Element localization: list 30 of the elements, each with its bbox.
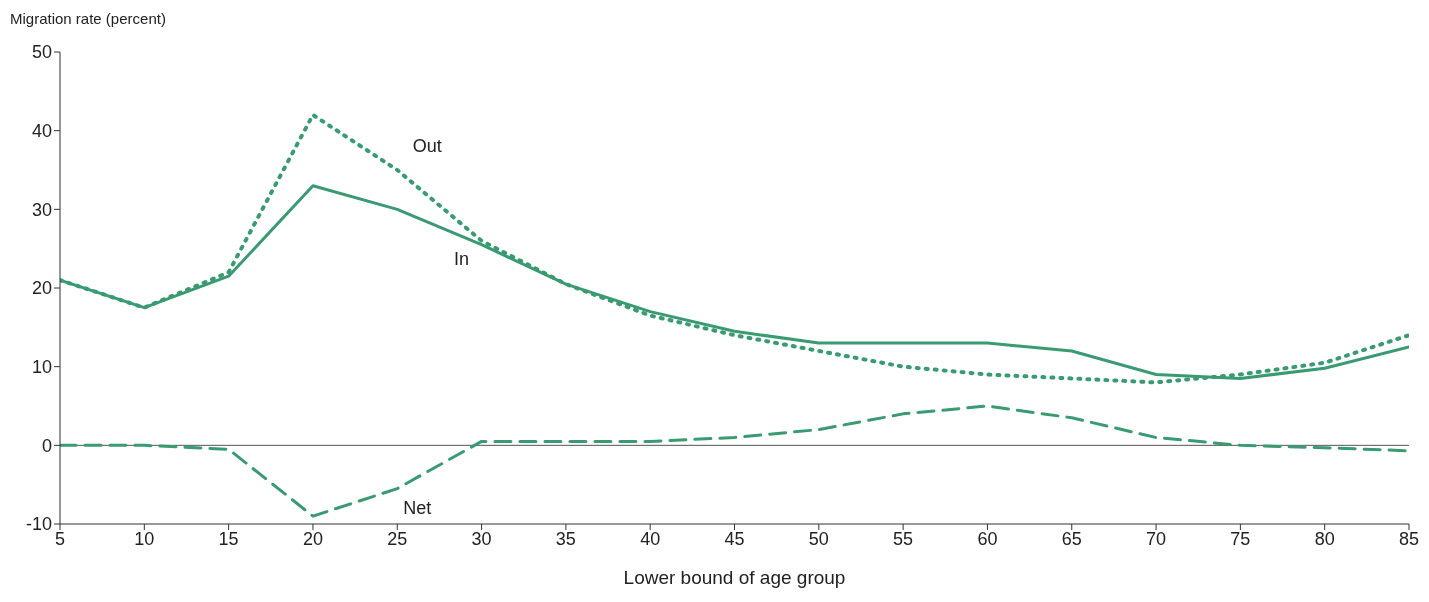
- y-axis-title: Migration rate (percent): [10, 10, 166, 27]
- x-tick-label: 60: [977, 528, 998, 549]
- y-tick-label: 50: [31, 42, 52, 63]
- x-tick-label: 20: [302, 528, 323, 549]
- x-tick-label: 65: [1061, 528, 1082, 549]
- y-tick-label: 0: [41, 435, 52, 456]
- x-tick-label: 55: [893, 528, 914, 549]
- line-series: [60, 404, 1409, 518]
- series-label: Out: [412, 136, 442, 156]
- x-tick-label: 15: [218, 528, 239, 549]
- x-tick-label: 25: [387, 528, 408, 549]
- y-tick-label: -10: [25, 514, 52, 535]
- x-tick-label: 45: [724, 528, 745, 549]
- x-tick-label: 85: [1398, 528, 1420, 549]
- x-tick-label: 35: [555, 528, 576, 549]
- y-tick-label: 20: [31, 278, 52, 299]
- x-axis-title: Lower bound of age group: [623, 567, 846, 588]
- x-tick-label: 75: [1230, 528, 1251, 549]
- x-tick-label: 5: [54, 528, 66, 549]
- x-tick-label: 80: [1314, 528, 1335, 549]
- x-tick-label: 70: [1146, 528, 1167, 549]
- series-label: In: [454, 248, 470, 269]
- x-tick-label: 50: [808, 528, 829, 549]
- x-tick-label: 30: [471, 528, 492, 549]
- y-tick-label: 30: [31, 199, 52, 220]
- x-tick-label: 10: [134, 528, 155, 549]
- y-tick-label: 10: [31, 357, 52, 378]
- y-tick-label: 40: [31, 121, 52, 142]
- x-tick-label: 40: [640, 528, 661, 549]
- series-label: Net: [403, 497, 432, 518]
